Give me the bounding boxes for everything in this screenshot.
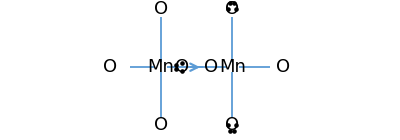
Text: O: O bbox=[175, 58, 189, 76]
Text: Mn: Mn bbox=[147, 58, 174, 76]
Text: O: O bbox=[204, 58, 218, 76]
Text: O: O bbox=[225, 0, 239, 18]
Text: O: O bbox=[154, 116, 168, 134]
Text: Mn: Mn bbox=[219, 58, 246, 76]
Text: O: O bbox=[276, 58, 290, 76]
Text: O: O bbox=[154, 0, 168, 18]
Text: O: O bbox=[103, 58, 118, 76]
Text: O: O bbox=[225, 116, 239, 134]
